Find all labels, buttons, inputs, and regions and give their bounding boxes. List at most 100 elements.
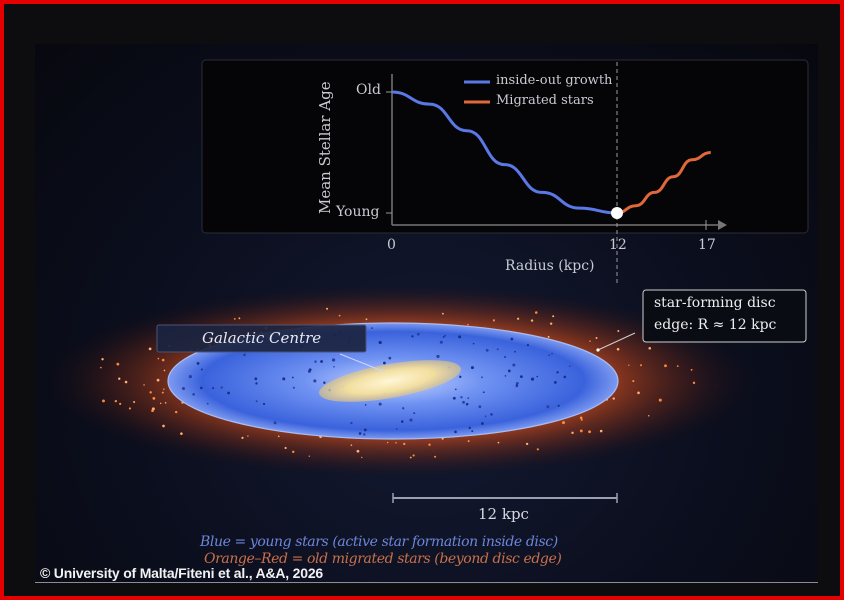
old-star-dot <box>238 317 241 320</box>
old-star-dot <box>174 410 178 414</box>
young-star-dot <box>557 404 560 407</box>
young-star-dot <box>536 375 539 378</box>
young-star-dot <box>363 428 367 432</box>
y-axis-label: Mean Stellar Age <box>316 81 334 214</box>
young-star-dot <box>383 361 386 365</box>
old-star-dot <box>114 399 118 403</box>
old-star-dot <box>365 318 368 321</box>
old-star-dot <box>152 396 156 400</box>
old-star-dot <box>149 391 152 394</box>
old-star-dot <box>640 364 643 367</box>
old-star-dot <box>119 402 122 405</box>
young-star-dot <box>402 407 405 410</box>
young-star-dot <box>482 391 485 394</box>
old-star-dot <box>277 435 280 438</box>
young-star-dot <box>331 358 336 362</box>
young-star-dot <box>546 405 550 409</box>
old-star-dot <box>467 440 470 443</box>
young-star-dot <box>548 354 551 357</box>
edge-callout-line1: star-forming disc <box>654 295 776 311</box>
young-star-dot <box>291 376 294 379</box>
young-star-dot <box>314 360 317 363</box>
young-star-dot <box>416 332 420 336</box>
young-star-dot <box>553 380 557 384</box>
young-star-dot <box>439 340 443 344</box>
old-star-dot <box>552 315 555 318</box>
old-star-dot <box>101 358 104 361</box>
old-star-dot <box>632 379 635 383</box>
centre-pointer <box>339 353 386 373</box>
young-star-dot <box>358 432 362 435</box>
young-star-dot <box>472 342 475 345</box>
edge-callout-line2: edge: R ≈ 12 kpc <box>654 317 777 333</box>
young-star-dot <box>273 421 277 425</box>
old-star-dot <box>128 407 132 410</box>
young-star-dot <box>196 362 200 365</box>
young-star-dot <box>568 365 571 368</box>
young-star-dot <box>460 396 463 399</box>
young-star-dot <box>388 356 392 360</box>
y-tick-label-young: Young <box>336 204 380 220</box>
old-star-dot <box>589 340 591 342</box>
old-star-dot <box>326 307 329 310</box>
young-star-dot <box>323 381 326 384</box>
old-star-dot <box>241 436 244 439</box>
young-star-dot <box>411 335 414 338</box>
old-star-dot <box>386 441 389 444</box>
young-star-dot <box>254 377 258 381</box>
young-star-dot <box>395 427 398 430</box>
edge-point <box>596 348 600 352</box>
y-tick-label-old: Old <box>356 82 381 98</box>
old-star-dot <box>102 399 105 403</box>
legend-blue-text: Blue = young stars (active star formatio… <box>200 534 558 550</box>
old-star-dot <box>124 380 128 384</box>
scale-bar-label: 12 kpc <box>478 505 529 523</box>
young-star-dot <box>444 334 446 337</box>
old-star-dot <box>163 369 166 372</box>
young-star-dot <box>182 387 186 391</box>
series-line-migrated-stars <box>616 151 711 215</box>
old-star-dot <box>292 450 295 454</box>
old-star-dot <box>648 346 652 350</box>
young-star-dot <box>471 430 474 433</box>
old-star-dot <box>658 398 662 402</box>
old-star-dot <box>162 424 165 428</box>
young-star-dot <box>484 415 487 418</box>
x-tick-label-0: 0 <box>387 237 396 253</box>
old-star-dot <box>143 384 145 386</box>
young-star-dot <box>507 369 511 373</box>
old-star-dot <box>549 322 553 325</box>
young-star-dot <box>454 388 457 391</box>
young-star-dot <box>485 348 489 352</box>
galactic-centre-label-box <box>156 324 367 353</box>
young-star-dot <box>503 355 507 359</box>
old-star-dot <box>562 421 566 425</box>
old-star-dot <box>180 432 183 435</box>
old-star-dot <box>100 366 102 369</box>
young-star-dot <box>378 340 382 345</box>
old-star-dot <box>442 312 444 315</box>
young-star-dot <box>462 400 465 404</box>
old-star-dot <box>412 454 415 457</box>
young-star-dot <box>468 426 471 430</box>
young-star-dot <box>563 375 567 379</box>
old-star-dot <box>164 402 167 404</box>
young-star-dot <box>467 397 470 399</box>
galactic-centre-label: Galactic Centre <box>202 329 322 347</box>
old-star-dot <box>395 442 397 444</box>
old-star-dot <box>579 416 583 420</box>
young-star-dot <box>459 375 462 379</box>
caption-divider <box>35 582 818 583</box>
young-star-dot <box>452 396 456 400</box>
young-star-dot <box>333 366 335 368</box>
old-star-dot <box>536 448 539 451</box>
legend-label-blue: inside-out growth <box>496 73 613 88</box>
galactic-bulge <box>319 360 461 402</box>
old-star-dot <box>497 441 500 444</box>
young-star-dot <box>206 402 209 405</box>
old-star-dot <box>308 455 310 457</box>
old-star-dot <box>467 323 469 326</box>
young-star-dot <box>282 377 286 381</box>
young-star-dot <box>364 404 367 406</box>
